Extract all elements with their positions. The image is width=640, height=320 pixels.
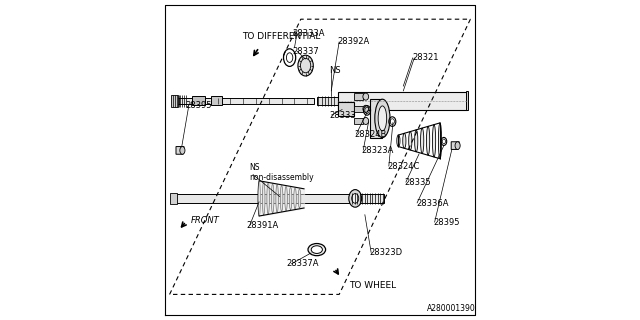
Ellipse shape (415, 130, 418, 152)
Text: 28324B: 28324B (355, 130, 387, 139)
Text: 28337: 28337 (292, 47, 319, 56)
Ellipse shape (433, 124, 436, 157)
Ellipse shape (285, 186, 287, 211)
Ellipse shape (352, 194, 359, 203)
Polygon shape (451, 142, 460, 149)
Text: 28395: 28395 (434, 218, 460, 227)
Ellipse shape (280, 185, 283, 212)
Ellipse shape (397, 135, 400, 147)
Text: NS: NS (330, 66, 341, 75)
Text: 28391A: 28391A (246, 221, 278, 230)
Ellipse shape (375, 99, 390, 138)
Ellipse shape (276, 184, 278, 212)
Polygon shape (354, 118, 364, 124)
Polygon shape (338, 102, 354, 116)
Polygon shape (338, 92, 467, 110)
Polygon shape (170, 193, 177, 204)
Text: 28333: 28333 (330, 111, 356, 120)
Text: FRONT: FRONT (191, 216, 219, 225)
Text: 28395: 28395 (186, 101, 212, 110)
Ellipse shape (267, 183, 269, 214)
Polygon shape (354, 93, 364, 100)
Ellipse shape (349, 189, 362, 207)
Ellipse shape (289, 187, 292, 210)
Text: TO WHEEL: TO WHEEL (349, 281, 396, 290)
Ellipse shape (298, 55, 314, 76)
Polygon shape (211, 96, 223, 105)
Text: 28323D: 28323D (370, 248, 403, 257)
Ellipse shape (455, 142, 460, 149)
Polygon shape (192, 96, 205, 105)
Text: 28336A: 28336A (416, 199, 449, 208)
Ellipse shape (363, 93, 369, 100)
Ellipse shape (409, 132, 412, 150)
Ellipse shape (298, 189, 301, 208)
Text: 28321: 28321 (413, 53, 439, 62)
Ellipse shape (311, 246, 323, 253)
Text: TO DIFFERENTIAL: TO DIFFERENTIAL (242, 32, 320, 41)
Text: NS
non-disassembly: NS non-disassembly (250, 163, 314, 182)
Ellipse shape (403, 133, 406, 148)
Text: 28324C: 28324C (387, 162, 420, 171)
Ellipse shape (271, 183, 274, 213)
Polygon shape (466, 91, 468, 110)
Ellipse shape (363, 117, 369, 124)
Polygon shape (172, 95, 178, 107)
Ellipse shape (363, 105, 369, 112)
Ellipse shape (420, 128, 424, 154)
Ellipse shape (378, 106, 387, 131)
Ellipse shape (426, 126, 429, 155)
Ellipse shape (294, 188, 296, 209)
Polygon shape (176, 147, 184, 154)
Text: 28392A: 28392A (338, 37, 370, 46)
Polygon shape (173, 98, 314, 104)
Ellipse shape (262, 182, 265, 215)
Polygon shape (317, 97, 339, 105)
Polygon shape (354, 106, 364, 112)
Text: A280001390: A280001390 (426, 304, 475, 313)
Ellipse shape (180, 147, 185, 154)
Text: 28337A: 28337A (287, 260, 319, 268)
Text: 28335: 28335 (405, 178, 431, 187)
Ellipse shape (258, 181, 260, 216)
Ellipse shape (438, 123, 442, 159)
Polygon shape (172, 194, 384, 203)
Ellipse shape (308, 244, 326, 256)
Text: 28323A: 28323A (362, 146, 394, 155)
Text: 28333A: 28333A (292, 29, 325, 38)
Polygon shape (370, 99, 383, 138)
